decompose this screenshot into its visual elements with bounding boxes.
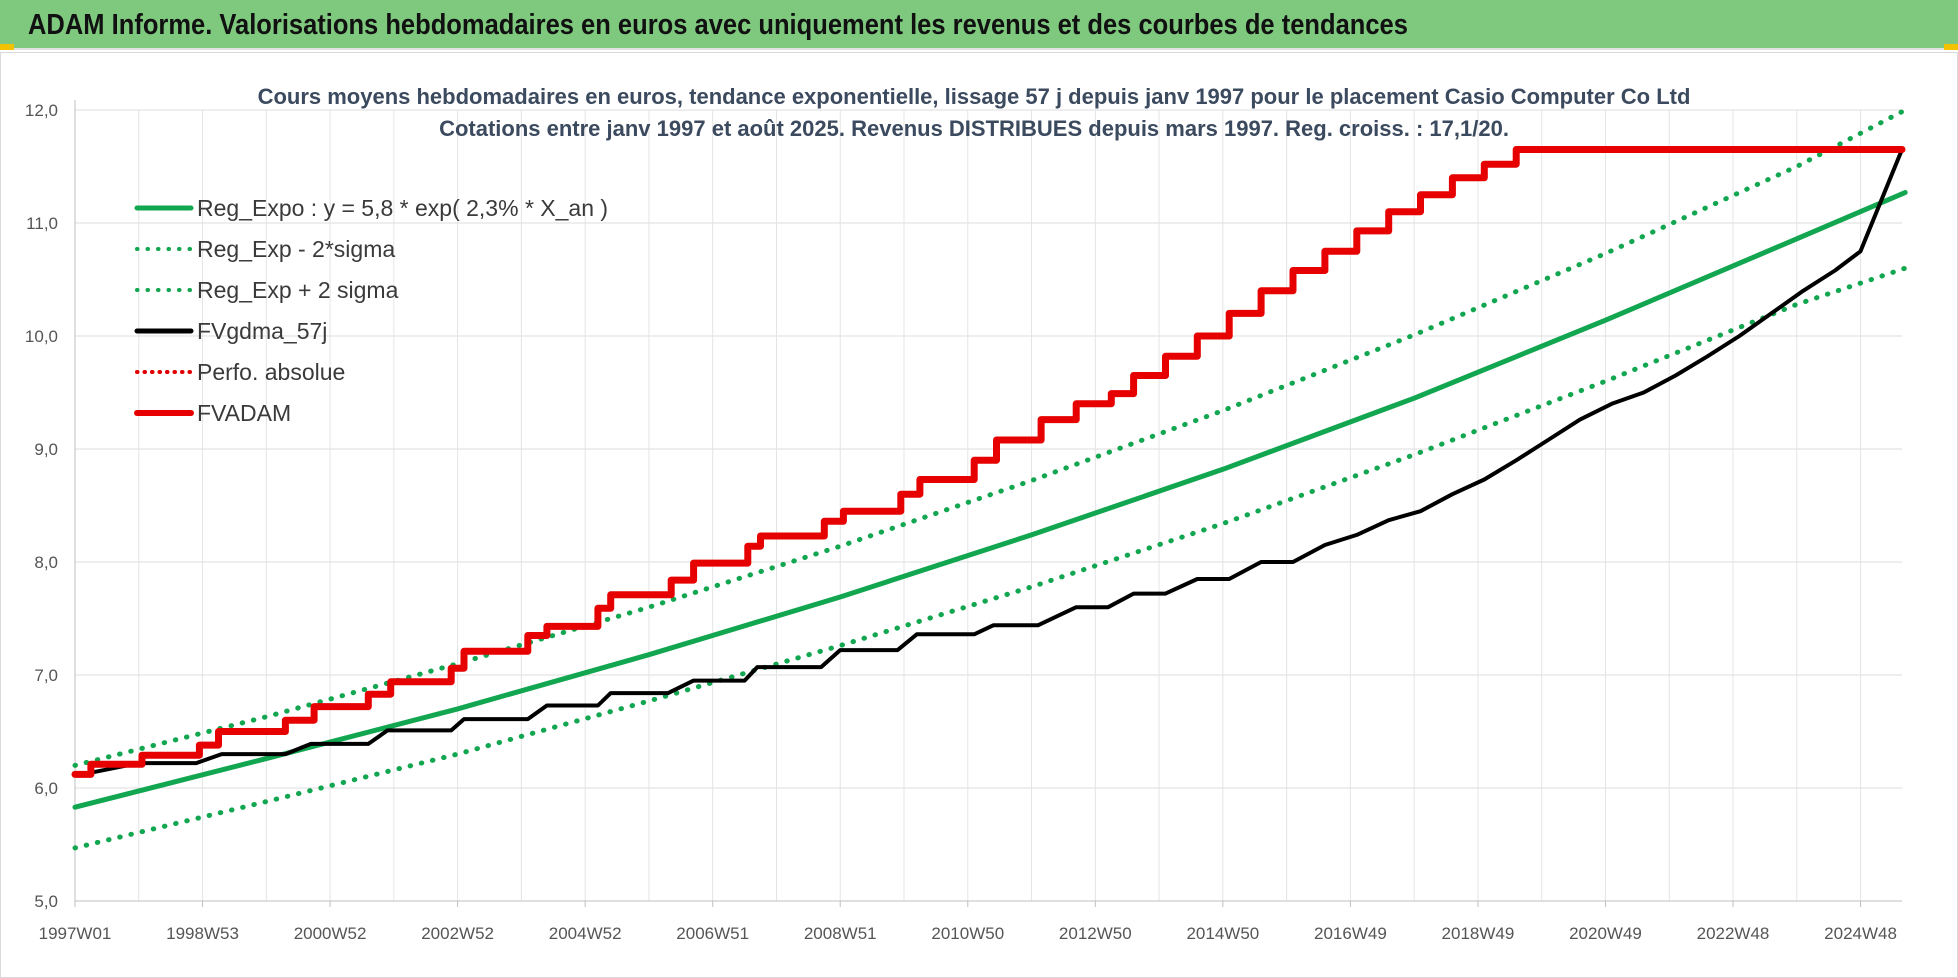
chart-title-line-2: Cotations entre janv 1997 et août 2025. … <box>439 116 1509 141</box>
x-tick-label: 2004W52 <box>549 924 622 943</box>
x-tick-label: 2020W49 <box>1569 924 1642 943</box>
x-tick-label: 2000W52 <box>294 924 367 943</box>
grid-layer <box>75 109 1902 902</box>
legend-label-4: FVgdma_57j <box>197 318 327 344</box>
x-tick-label: 2010W50 <box>931 924 1004 943</box>
x-tick-label: 1998W53 <box>166 924 239 943</box>
y-tick-label: 7,0 <box>34 666 58 685</box>
y-tick-label: 10,0 <box>25 327 58 346</box>
report-banner: ADAM Informe. Valorisations hebdomadaire… <box>0 0 1958 50</box>
series-line-6 <box>71 146 1906 778</box>
y-tick-label: 9,0 <box>34 440 58 459</box>
series-line-1 <box>72 190 1908 810</box>
series-layer <box>71 107 1908 851</box>
series-line-4 <box>73 147 1904 776</box>
y-tick-label: 6,0 <box>34 779 58 798</box>
legend-label-6: FVADAM <box>197 400 291 426</box>
chart-title-group: Cours moyens hebdomadaires en euros, ten… <box>258 84 1691 141</box>
legend-label-1: Reg_Expo : y = 5,8 * exp( 2,3% * X_an ) <box>197 195 608 221</box>
y-tick-label: 11,0 <box>26 214 58 233</box>
x-tick-label: 2022W48 <box>1697 924 1770 943</box>
y-tick-label: 8,0 <box>34 553 58 572</box>
series-line-2 <box>72 265 1908 851</box>
y-tick-label: 12,0 <box>25 101 58 120</box>
x-tick-label: 1997W01 <box>39 924 112 943</box>
legend: Reg_Expo : y = 5,8 * exp( 2,3% * X_an ) R… <box>134 195 608 426</box>
legend-label-5: Perfo. absolue <box>197 359 345 385</box>
x-tick-label: 2014W50 <box>1186 924 1259 943</box>
legend-label-2: Reg_Exp - 2*sigma <box>197 236 395 262</box>
x-tick-label: 2006W51 <box>676 924 749 943</box>
x-tick-label: 2012W50 <box>1059 924 1132 943</box>
axis-layer: 5,0 6,0 7,0 8,0 9,0 10,0 11,0 12,0 1997W01 1998W5… <box>25 100 1902 943</box>
y-tick-label: 5,0 <box>34 892 58 911</box>
corner-marker-left <box>0 44 14 50</box>
chart-title-line-1: Cours moyens hebdomadaires en euros, ten… <box>258 84 1691 109</box>
x-tick-label: 2016W49 <box>1314 924 1387 943</box>
x-tick-label: 2002W52 <box>421 924 494 943</box>
x-tick-label: 2024W48 <box>1824 924 1897 943</box>
x-tick-label: 2018W49 <box>1442 924 1515 943</box>
corner-marker-right <box>1944 44 1958 50</box>
report-title: ADAM Informe. Valorisations hebdomadaire… <box>28 9 1408 41</box>
series-line-3 <box>72 107 1908 768</box>
legend-label-3: Reg_Exp + 2 sigma <box>197 277 399 303</box>
x-tick-label: 2008W51 <box>804 924 877 943</box>
